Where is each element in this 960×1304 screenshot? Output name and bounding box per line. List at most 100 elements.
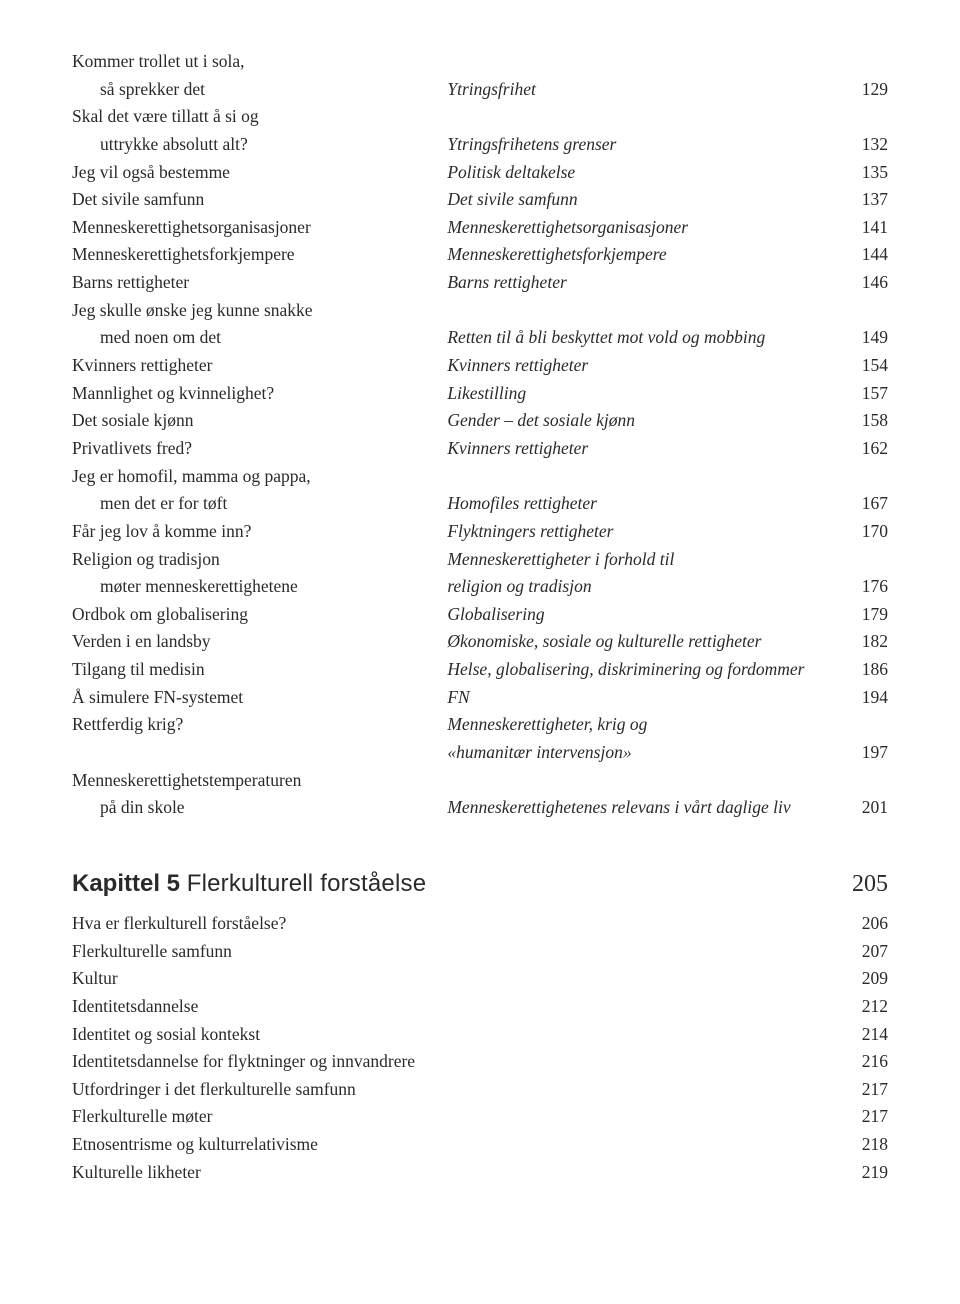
toc-right-label: Økonomiske, sosiale og kulturelle rettig…: [447, 628, 848, 656]
toc-page-number: 149: [848, 324, 888, 352]
toc-page-number: 176: [848, 573, 888, 601]
toc-page-number: 154: [848, 352, 888, 380]
toc-row: Rettferdig krig?Menneskerettigheter, kri…: [72, 711, 888, 739]
toc-row: Menneskerettighetstemperaturen: [72, 767, 888, 795]
toc-left-label: Ordbok om globalisering: [72, 601, 447, 629]
toc-row: Barns rettigheterBarns rettigheter146: [72, 269, 888, 297]
toc-right-label: Kvinners rettigheter: [447, 352, 848, 380]
toc-page-number: 179: [848, 601, 888, 629]
toc-right-label: Retten til å bli beskyttet mot vold og m…: [447, 324, 848, 352]
chapter-toc-label: Utfordringer i det flerkulturelle samfun…: [72, 1076, 848, 1104]
toc-right-label: Menneskerettighetenes relevans i vårt da…: [447, 794, 848, 822]
toc-right-label: religion og tradisjon: [447, 573, 848, 601]
toc-left-label: Privatlivets fred?: [72, 435, 447, 463]
toc-row: Får jeg lov å komme inn?Flyktningers ret…: [72, 518, 888, 546]
toc-row: men det er for tøftHomofiles rettigheter…: [72, 490, 888, 518]
toc-page-number: 132: [848, 131, 888, 159]
toc-row: MenneskerettighetsforkjempereMenneskeret…: [72, 241, 888, 269]
chapter-toc-row: Etnosentrisme og kulturrelativisme218: [72, 1131, 888, 1159]
toc-page-number: 194: [848, 684, 888, 712]
toc-row: Tilgang til medisinHelse, globalisering,…: [72, 656, 888, 684]
toc-right-label: Politisk deltakelse: [447, 159, 848, 187]
toc-row: så sprekker detYtringsfrihet129: [72, 76, 888, 104]
toc-right-label: Barns rettigheter: [447, 269, 848, 297]
toc-row: uttrykke absolutt alt?Ytringsfrihetens g…: [72, 131, 888, 159]
chapter-toc-label: Identitetsdannelse: [72, 993, 848, 1021]
toc-left-label: men det er for tøft: [72, 490, 447, 518]
chapter-toc-label: Flerkulturelle møter: [72, 1103, 848, 1131]
toc-left-label: Det sivile samfunn: [72, 186, 447, 214]
toc-left-label: Menneskerettighetsforkjempere: [72, 241, 447, 269]
toc-row: Religion og tradisjonMenneskerettigheter…: [72, 546, 888, 574]
chapter-toc-page: 217: [848, 1076, 888, 1104]
toc-row: Det sosiale kjønnGender – det sosiale kj…: [72, 407, 888, 435]
toc-right-label: Menneskerettigheter, krig og: [447, 711, 848, 739]
toc-row: Privatlivets fred?Kvinners rettigheter16…: [72, 435, 888, 463]
toc-page-number: 170: [848, 518, 888, 546]
toc-left-label: Mannlighet og kvinnelighet?: [72, 380, 447, 408]
toc-left-label: Menneskerettighetsorganisasjoner: [72, 214, 447, 242]
chapter-toc-page: 218: [848, 1131, 888, 1159]
toc-row: Jeg er homofil, mamma og pappa,: [72, 463, 888, 491]
chapter-toc-row: Kulturelle likheter219: [72, 1159, 888, 1187]
toc-left-label: Jeg vil også bestemme: [72, 159, 447, 187]
toc-right-label: Homofiles rettigheter: [447, 490, 848, 518]
toc-row: Å simulere FN-systemetFN194: [72, 684, 888, 712]
toc-row: «humanitær intervensjon»197: [72, 739, 888, 767]
toc-row: Kvinners rettigheterKvinners rettigheter…: [72, 352, 888, 380]
chapter-toc-row: Identitetsdannelse for flyktninger og in…: [72, 1048, 888, 1076]
toc-two-column-section: Kommer trollet ut i sola,så sprekker det…: [72, 48, 888, 822]
toc-right-label: Kvinners rettigheter: [447, 435, 848, 463]
toc-row: med noen om detRetten til å bli beskytte…: [72, 324, 888, 352]
chapter-toc-row: Flerkulturelle samfunn207: [72, 938, 888, 966]
toc-left-label: Får jeg lov å komme inn?: [72, 518, 447, 546]
toc-right-label: FN: [447, 684, 848, 712]
toc-left-label: med noen om det: [72, 324, 447, 352]
toc-row: Skal det være tillatt å si og: [72, 103, 888, 131]
toc-left-label: møter menneskerettighetene: [72, 573, 447, 601]
chapter-toc-page: 216: [848, 1048, 888, 1076]
toc-page-number: 157: [848, 380, 888, 408]
toc-left-label: Jeg er homofil, mamma og pappa,: [72, 463, 447, 491]
chapter-toc-page: 214: [848, 1021, 888, 1049]
toc-left-label: Rettferdig krig?: [72, 711, 447, 739]
chapter-toc-page: 207: [848, 938, 888, 966]
toc-page-number: 162: [848, 435, 888, 463]
toc-right-label: Menneskerettighetsforkjempere: [447, 241, 848, 269]
toc-right-label: Gender – det sosiale kjønn: [447, 407, 848, 435]
toc-page-number: 144: [848, 241, 888, 269]
toc-left-label: på din skole: [72, 794, 447, 822]
chapter-subtitle: Flerkulturell forståelse: [187, 870, 427, 897]
toc-right-label: Globalisering: [447, 601, 848, 629]
toc-right-label: Ytringsfrihet: [447, 76, 848, 104]
toc-right-label: Menneskerettigheter i forhold til: [447, 546, 848, 574]
toc-page-number: 141: [848, 214, 888, 242]
toc-left-label: Skal det være tillatt å si og: [72, 103, 447, 131]
toc-right-label: Likestilling: [447, 380, 848, 408]
toc-page-number: 182: [848, 628, 888, 656]
toc-left-label: Tilgang til medisin: [72, 656, 447, 684]
chapter-toc-row: Flerkulturelle møter217: [72, 1103, 888, 1131]
toc-page-number: 129: [848, 76, 888, 104]
toc-row: Ordbok om globaliseringGlobalisering179: [72, 601, 888, 629]
chapter-toc-label: Kulturelle likheter: [72, 1159, 848, 1187]
chapter-toc-page: 219: [848, 1159, 888, 1187]
toc-left-label: Barns rettigheter: [72, 269, 447, 297]
chapter-toc-row: Identitet og sosial kontekst214: [72, 1021, 888, 1049]
toc-left-label: så sprekker det: [72, 76, 447, 104]
toc-left-label: Jeg skulle ønske jeg kunne snakke: [72, 297, 447, 325]
chapter-toc-row: Utfordringer i det flerkulturelle samfun…: [72, 1076, 888, 1104]
toc-right-label: Menneskerettighetsorganisasjoner: [447, 214, 848, 242]
chapter-toc-row: Identitetsdannelse212: [72, 993, 888, 1021]
toc-left-label: Det sosiale kjønn: [72, 407, 447, 435]
chapter-toc-label: Etnosentrisme og kulturrelativisme: [72, 1131, 848, 1159]
toc-row: Jeg skulle ønske jeg kunne snakke: [72, 297, 888, 325]
toc-left-label: Kvinners rettigheter: [72, 352, 447, 380]
toc-left-label: Verden i en landsby: [72, 628, 447, 656]
toc-page-number: 137: [848, 186, 888, 214]
chapter-toc-row: Kultur209: [72, 965, 888, 993]
chapter-heading: Kapittel 5 Flerkulturell forståelse 205: [72, 870, 888, 898]
toc-row: MenneskerettighetsorganisasjonerMenneske…: [72, 214, 888, 242]
chapter-toc-row: Hva er flerkulturell forståelse?206: [72, 910, 888, 938]
toc-page-number: 186: [848, 656, 888, 684]
